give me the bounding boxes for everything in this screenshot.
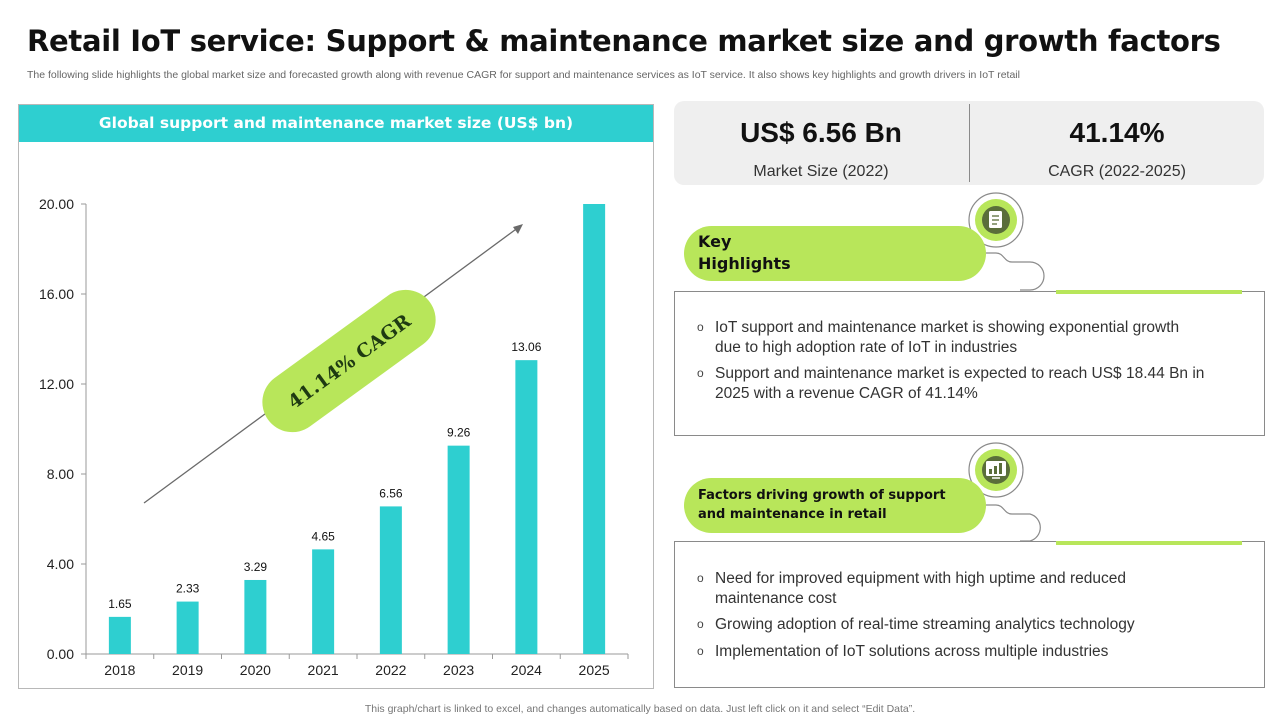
y-tick-label: 8.00 [47,466,74,482]
growth-factors-title-1: Factors driving growth of support [698,488,946,503]
growth-factors-title-2: and maintenance in retail [698,507,887,522]
key-highlights-title-2: Highlights [698,254,791,273]
x-tick-label-2018: 2018 [104,662,135,678]
y-tick-label: 0.00 [47,646,74,662]
x-tick-label-2019: 2019 [172,662,203,678]
bar-2021 [312,549,335,654]
list-item: Support and maintenance market is expect… [697,364,1205,403]
cagr-label: CAGR (2022-2025) [1048,163,1186,180]
list-item-text: Support and maintenance market is expect… [715,365,1205,402]
chart-panel: Global support and maintenance market si… [18,104,654,689]
bar-chart[interactable]: 0.00 4.00 8.00 12.00 16.00 20.00 1.65 2018 2.33 2… [19,105,655,690]
key-highlights-list: IoT support and maintenance market is sh… [697,318,1205,410]
cagr-stat: 41.14% CAGR (2022-2025) [970,101,1264,181]
document-icon [968,192,1024,248]
bar-2019 [176,601,199,654]
data-label-2020: 3.29 [244,560,268,574]
bar-2024 [515,360,538,654]
market-size-value: US$ 6.56 Bn [740,117,902,148]
data-label-2023: 9.26 [447,426,471,440]
list-item: Need for improved equipment with high up… [697,569,1205,608]
list-item: Growing adoption of real-time streaming … [697,615,1205,635]
x-tick-label-2022: 2022 [375,662,406,678]
list-item-text: IoT support and maintenance market is sh… [715,319,1180,356]
data-label-2018: 1.65 [108,597,132,611]
y-tick-label: 16.00 [39,286,74,302]
stats-divider [969,104,970,182]
cagr-arrow-head [513,224,523,234]
list-item-text: Implementation of IoT solutions across m… [715,642,1109,660]
chart-header: Global support and maintenance market si… [19,105,653,142]
bar-2023 [447,445,470,654]
x-tick-label-2021: 2021 [308,662,339,678]
stats-card: US$ 6.56 Bn Market Size (2022) 41.14% CA… [674,101,1264,185]
x-tick-label-2025: 2025 [579,662,610,678]
list-item-text: Need for improved equipment with high up… [715,570,1126,607]
key-highlights-pill: Key Highlights [684,226,986,281]
data-label-2019: 2.33 [176,582,200,596]
x-tick-label-2020: 2020 [240,662,271,678]
key-highlights-title-1: Key [698,232,732,251]
highlight-accent-line [1056,290,1242,294]
y-tick-label: 20.00 [39,196,74,212]
growth-factors-pill: Factors driving growth of support and ma… [684,478,986,533]
factors-accent-line [1056,541,1242,545]
bar-2022 [379,506,402,654]
page-title: Retail IoT service: Support & maintenanc… [27,24,1221,58]
cagr-badge-bg [262,289,436,433]
data-label-2021: 4.65 [311,529,335,543]
x-tick-label-2023: 2023 [443,662,474,678]
page-subtitle: The following slide highlights the globa… [27,69,1020,81]
data-label-2022: 6.56 [379,486,403,500]
list-item-text: Growing adoption of real-time streaming … [715,616,1135,633]
market-size-stat: US$ 6.56 Bn Market Size (2022) [674,101,968,181]
cagr-value: 41.14% [1069,117,1165,148]
growth-factors-list: Need for improved equipment with high up… [697,569,1205,668]
list-item: IoT support and maintenance market is sh… [697,318,1205,357]
footer-note: This graph/chart is linked to excel, and… [364,703,916,715]
growth-chart-icon [968,442,1024,498]
bar-2025 [583,204,606,654]
bar-2020 [244,579,267,654]
x-tick-label-2024: 2024 [511,662,542,678]
bar-2018 [108,616,131,654]
list-item: Implementation of IoT solutions across m… [697,642,1205,662]
market-size-label: Market Size (2022) [753,163,889,180]
y-tick-label: 12.00 [39,376,74,392]
data-label-2024: 13.06 [511,340,541,354]
y-tick-label: 4.00 [47,556,74,572]
